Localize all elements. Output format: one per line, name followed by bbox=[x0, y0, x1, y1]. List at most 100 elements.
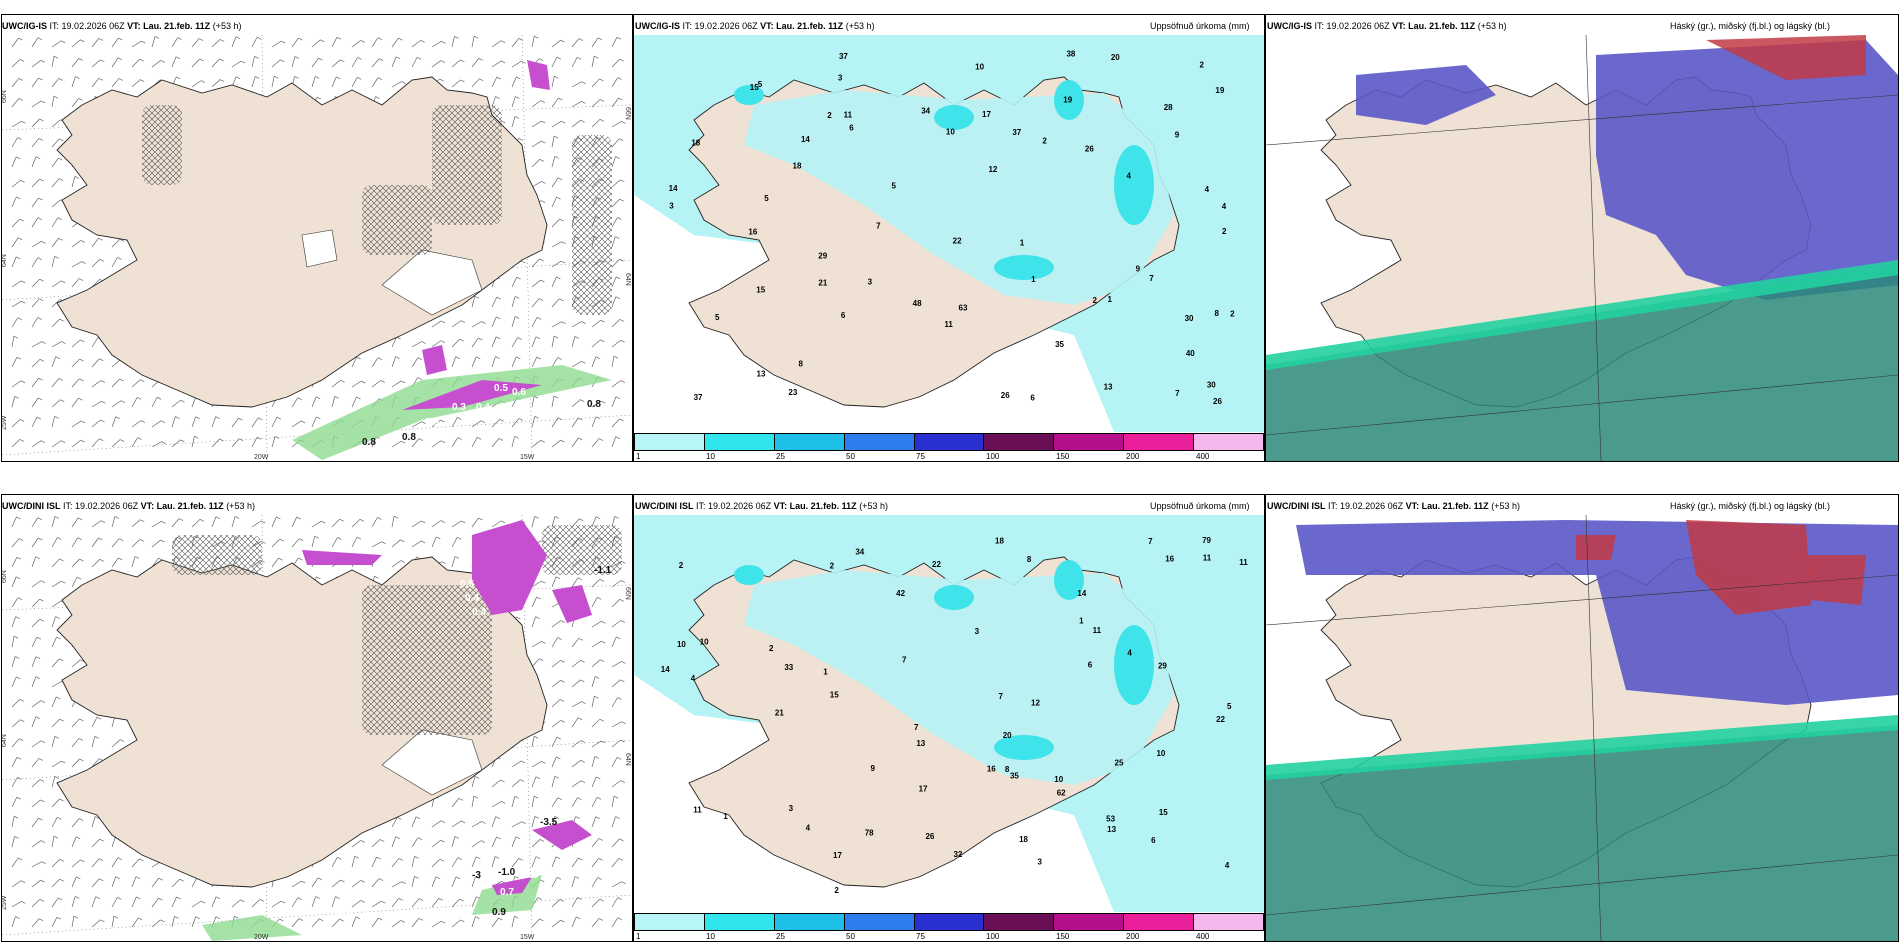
precip-value: 7 bbox=[999, 692, 1004, 701]
precip-value: 6 bbox=[849, 123, 854, 132]
precip-value: 14 bbox=[1077, 589, 1086, 598]
precip-value: 12 bbox=[988, 165, 997, 174]
precip-value: 9 bbox=[1175, 131, 1180, 140]
precip-value: 29 bbox=[818, 252, 827, 261]
precip-value: 15 bbox=[756, 286, 765, 295]
precip-value: 7 bbox=[902, 656, 907, 665]
precip-value: 5 bbox=[764, 194, 769, 203]
colorbar-label: 100 bbox=[986, 452, 1000, 461]
title-precip-top: Uppsöfnuð úrkoma (mm) bbox=[1150, 21, 1250, 31]
precip-value: 32 bbox=[953, 850, 962, 859]
precip-value: 29 bbox=[1158, 661, 1167, 670]
colorbar-segment bbox=[774, 914, 845, 930]
icing-value: 0.5 bbox=[494, 383, 508, 394]
colorbar-segment bbox=[1124, 914, 1195, 930]
colorbar-label: 75 bbox=[916, 452, 925, 461]
precip-value: 8 bbox=[1215, 309, 1220, 318]
precip-value: 11 bbox=[944, 320, 953, 329]
precip-value: 3 bbox=[789, 804, 794, 813]
wind-map-bottom[interactable]: -1.10.50.40.4-3.5-1.0-3 0.60.70.90.70.266… bbox=[2, 515, 632, 941]
precip-value: 3 bbox=[975, 627, 980, 636]
colorbar-segment bbox=[704, 434, 775, 450]
precip-value: 5 bbox=[715, 313, 720, 322]
precip-colorbar-labels-top: 1 10 25 50 75 100 150 200 400 bbox=[634, 452, 1264, 462]
icing-value: 0.4 bbox=[476, 402, 490, 413]
low-cloud bbox=[1266, 715, 1898, 941]
precip-value: 6 bbox=[841, 311, 846, 320]
colorbar-label: 150 bbox=[1056, 932, 1070, 941]
precip-value: 11 bbox=[844, 111, 853, 120]
it-value: 19.02.2026 06Z bbox=[694, 21, 758, 31]
colorbar-segment bbox=[635, 914, 705, 930]
precip-value: 3 bbox=[669, 201, 674, 210]
colorbar-label: 200 bbox=[1126, 932, 1140, 941]
it-value: 19.02.2026 06Z bbox=[61, 21, 125, 31]
vt-label: VT: bbox=[1405, 501, 1420, 511]
precip-value: 7 bbox=[876, 222, 881, 231]
precip-value: 20 bbox=[1003, 731, 1012, 740]
title-precip-bottom: Uppsöfnuð úrkoma (mm) bbox=[1150, 501, 1250, 511]
precip-over-land bbox=[744, 570, 1174, 785]
it-label: IT: bbox=[63, 501, 73, 511]
precip-value: 1 bbox=[1031, 275, 1036, 284]
it-value: 19.02.2026 06Z bbox=[1340, 501, 1404, 511]
title-cloud-bottom: Háský (gr.), miðský (fj.bl.) og lágský (… bbox=[1670, 501, 1831, 511]
model-label: UWC/IG-IS bbox=[1267, 21, 1312, 31]
colorbar-segment bbox=[1054, 914, 1125, 930]
lat-label: 66N bbox=[2, 570, 8, 583]
lat-label: 64N bbox=[2, 254, 8, 267]
icing-value: 0.5 bbox=[460, 579, 474, 590]
precip-value: 17 bbox=[833, 851, 842, 860]
precip-value: 14 bbox=[801, 135, 810, 144]
wind-map-top[interactable]: 1.40.3 0.40.90.8 0.80.80.5 0.666N64N25W66N6… bbox=[2, 35, 632, 461]
vt-value: Lau. 21.feb. 11Z bbox=[789, 501, 857, 511]
colorbar-label: 400 bbox=[1196, 932, 1210, 941]
lead-time: (+53 h) bbox=[1477, 21, 1507, 31]
precip-value: 4 bbox=[691, 674, 696, 683]
icing-value: 0.6 bbox=[512, 387, 526, 398]
precip-value: 8 bbox=[1027, 555, 1032, 564]
precip-map-top[interactable]: 6424783383028187465222914373430171315122… bbox=[634, 35, 1264, 432]
precip-value: 15 bbox=[750, 83, 759, 92]
cloud-map-top[interactable] bbox=[1266, 35, 1898, 461]
precip-value: 33 bbox=[784, 663, 793, 672]
precip-value: 13 bbox=[916, 739, 925, 748]
precip-value: 10 bbox=[1156, 749, 1165, 758]
precip-value: 18 bbox=[793, 161, 802, 170]
lon-label: 15W bbox=[520, 934, 535, 941]
it-label: IT: bbox=[696, 501, 706, 511]
precip-value: 18 bbox=[995, 536, 1004, 545]
precip-colorbar-top bbox=[634, 433, 1264, 451]
vt-label: VT: bbox=[773, 501, 788, 511]
precip-value: 8 bbox=[798, 360, 803, 369]
model-label: UWC/DINI ISL bbox=[635, 501, 694, 511]
precip-value: 3 bbox=[1037, 858, 1042, 867]
header-wind-bottom: UWC/DINI ISL IT: 19.02.2026 06Z VT: Lau.… bbox=[2, 501, 255, 511]
high-cloud bbox=[1706, 35, 1866, 80]
colorbar-label: 25 bbox=[776, 932, 785, 941]
icing-value: 0.8 bbox=[587, 399, 601, 410]
vt-value: Lau. 21.feb. 11Z bbox=[1408, 21, 1476, 31]
precip-value: 18 bbox=[691, 139, 700, 148]
precip-value: 2 bbox=[1222, 227, 1227, 236]
lead-time: (+53 h) bbox=[226, 501, 255, 511]
mid-cloud bbox=[1356, 40, 1898, 300]
icing-value: 0.8 bbox=[402, 432, 416, 443]
precip-colorbar-bottom bbox=[634, 913, 1264, 931]
icing-hatch bbox=[142, 105, 612, 315]
precip-value: 62 bbox=[1057, 789, 1066, 798]
precip-value: 23 bbox=[788, 388, 797, 397]
model-label: UWC/IG-IS bbox=[2, 21, 47, 31]
precip-value: 8 bbox=[1005, 765, 1010, 774]
colorbar-segment bbox=[1054, 434, 1125, 450]
colorbar-label: 75 bbox=[916, 932, 925, 941]
glacier bbox=[381, 729, 483, 796]
header-precip-top: UWC/IG-IS IT: 19.02.2026 06Z VT: Lau. 21… bbox=[635, 21, 874, 31]
precip-value: 15 bbox=[830, 691, 839, 700]
cloud-map-bottom[interactable] bbox=[1266, 515, 1898, 941]
precip-value: 2 bbox=[830, 562, 835, 571]
title-cloud-top: Háský (gr.), miðský (fj.bl.) og lágský (… bbox=[1670, 21, 1831, 31]
lat-label: 25W bbox=[2, 415, 8, 430]
